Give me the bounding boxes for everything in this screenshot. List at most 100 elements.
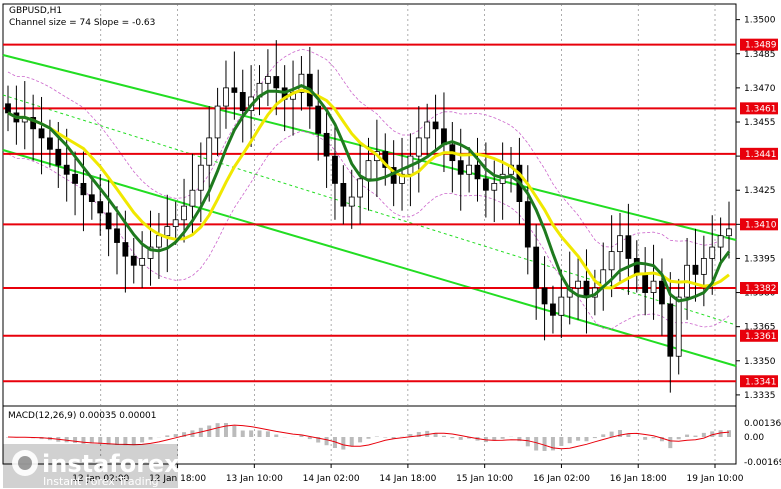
price-tick-label: 1.3500 (744, 16, 776, 26)
macd-tick-label: 0.00 (744, 433, 764, 443)
price-tick-label: 1.3425 (744, 186, 776, 196)
candle-body (239, 92, 246, 112)
macd-histogram-bar (584, 437, 589, 442)
macd-histogram-bar (416, 432, 421, 437)
macd-histogram-bar (366, 437, 371, 439)
time-label: 15 Jan 10:00 (456, 474, 513, 484)
candle-body (659, 280, 665, 305)
macd-histogram-bar (349, 437, 354, 447)
candle-body (122, 242, 129, 257)
macd-tick-label: -0.00169 (744, 458, 781, 468)
macd-histogram-bar (391, 437, 396, 439)
candle-body (340, 182, 347, 207)
macd-histogram-bar (81, 437, 86, 444)
macd-histogram-bar (676, 437, 681, 440)
candle-body (583, 280, 590, 298)
level-tag-label: 1.3441 (745, 150, 777, 160)
macd-histogram-bar (458, 437, 463, 440)
time-label: 13 Jan 10:00 (226, 474, 283, 484)
macd-histogram-bar (467, 437, 472, 439)
candle-body (474, 164, 481, 180)
macd-histogram-bar (433, 432, 438, 437)
price-tick-label: 1.3350 (744, 357, 776, 367)
macd-histogram-bar (643, 437, 648, 440)
macd-histogram-bar (542, 437, 547, 451)
candle-body (432, 121, 439, 130)
price-tick-label: 1.3470 (744, 84, 776, 94)
macd-histogram-bar (131, 437, 136, 445)
candle-body (675, 296, 682, 357)
price-tick-label: 1.3335 (744, 391, 776, 401)
price-tick-label: 1.3455 (744, 118, 776, 128)
candle-body (214, 105, 221, 139)
macd-histogram-bar (592, 437, 597, 439)
macd-histogram-bar (215, 423, 220, 437)
candle-body (298, 73, 305, 93)
candle-body (692, 264, 699, 275)
candle-body (466, 164, 473, 175)
candle-body (482, 178, 489, 191)
macd-histogram-bar (240, 430, 245, 437)
channel-line (2, 94, 737, 326)
candle-body (365, 160, 372, 180)
candle-body (5, 103, 11, 114)
candle-body (575, 280, 581, 289)
time-label: 16 Jan 02:00 (533, 474, 590, 484)
macd-histogram-bar (618, 430, 623, 437)
macd-histogram-bar (492, 437, 497, 441)
candle-body (533, 246, 540, 289)
time-label: 12 Jan 18:00 (149, 474, 206, 484)
level-tag (740, 102, 778, 115)
macd-histogram-bar (257, 430, 262, 437)
macd-histogram-bar (668, 437, 673, 449)
candle-body (332, 155, 338, 184)
level-tag (740, 282, 778, 295)
brand-tagline: Instant Forex Trading (43, 475, 159, 488)
candle-body (357, 178, 364, 198)
macd-histogram-bar (517, 437, 522, 442)
macd-histogram-bar (450, 437, 455, 439)
candle-body (147, 246, 154, 259)
macd-histogram-bar (299, 434, 304, 437)
candle-body (273, 76, 280, 89)
candle-body (650, 280, 657, 293)
candle-body (633, 258, 640, 275)
macd-histogram-bar (567, 437, 572, 444)
candle-body (105, 212, 112, 230)
macd-histogram-bar (718, 430, 723, 437)
channel-line (2, 54, 737, 241)
level-tag-label: 1.3382 (745, 284, 777, 294)
candle-body (617, 235, 623, 253)
macd-histogram-bar (232, 425, 237, 437)
candle-body (315, 105, 322, 134)
macd-histogram-bar (223, 423, 228, 437)
macd-histogram-bar (140, 437, 145, 443)
candle-body (608, 251, 615, 271)
macd-title: MACD(12,26,9) 0.00035 0.00001 (8, 411, 157, 421)
price-tick-label: 1.3365 (744, 323, 776, 333)
candle-body (491, 182, 498, 191)
candle-body (139, 258, 146, 266)
watermark: instaforex Instant Forex Trading (3, 444, 180, 488)
channel-note: Channel size = 74 Slope = -0.63 (9, 18, 155, 28)
macd-histogram-bar (89, 437, 94, 444)
time-label: 16 Jan 18:00 (610, 474, 667, 484)
candle-body (47, 137, 53, 150)
candle-body (231, 87, 238, 93)
candle-body (189, 189, 196, 207)
macd-histogram-bar (500, 437, 505, 439)
macd-histogram-bar (559, 437, 564, 446)
candle-body (625, 235, 632, 259)
macd-histogram-bar (441, 435, 446, 437)
macd-histogram-bar (525, 437, 530, 447)
macd-histogram-bar (601, 434, 606, 437)
candle-body (156, 235, 162, 248)
level-tag (740, 375, 778, 388)
macd-histogram-bar (341, 437, 346, 450)
candle-body (88, 194, 95, 202)
macd-histogram-bar (358, 437, 363, 443)
candle-body (709, 246, 716, 259)
level-tag-label: 1.3489 (745, 41, 777, 51)
macd-histogram-bar (265, 431, 270, 437)
candle-body (223, 87, 229, 107)
